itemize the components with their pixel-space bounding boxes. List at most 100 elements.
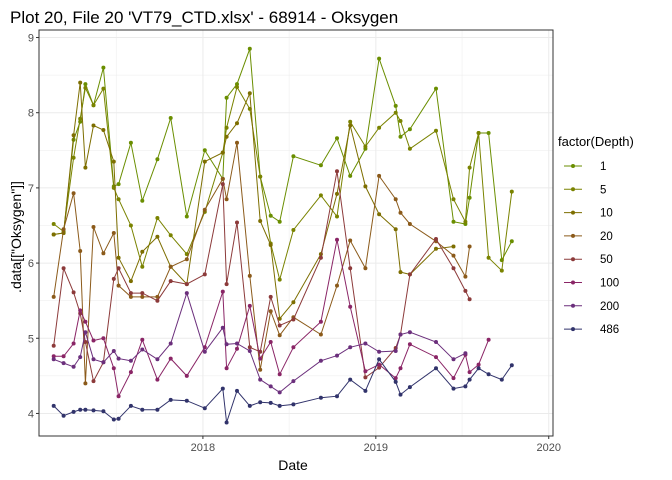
chart-title: Plot 20, File 20 'VT79_CTD.xlsx' - 68914… [10,8,398,27]
data-point [247,91,252,96]
y-axis-title: .data[["Oksygen"]] [8,181,24,293]
data-point [348,266,353,271]
data-point [476,131,481,135]
data-point [335,394,339,399]
data-point [116,394,121,399]
data-point [451,376,456,381]
data-point [451,386,456,391]
data-point [91,103,96,108]
data-point [467,297,472,302]
data-point [51,294,56,299]
data-point [202,159,207,164]
data-point [268,340,273,344]
data-point [155,234,160,239]
data-point [318,395,323,400]
legend-key-point [571,303,575,308]
data-point [247,273,252,278]
data-point [83,340,88,344]
data-point [101,251,106,256]
data-point [348,119,353,124]
data-point [335,191,339,196]
data-point [398,366,403,371]
x-tick-label: 2020 [536,442,560,454]
data-point [91,408,96,413]
legend-label: 486 [600,324,619,336]
data-point [184,291,189,296]
data-point [61,361,66,366]
data-point [377,349,382,354]
data-point [83,319,88,324]
data-point [202,207,207,212]
data-point [83,381,88,386]
data-point [451,357,456,362]
data-point [128,403,133,408]
data-point [398,210,403,215]
data-point [247,46,252,51]
data-point [407,385,412,390]
data-point [377,56,382,61]
legend-key-point [571,164,575,168]
legend-label: 20 [600,231,613,243]
data-point [91,357,96,362]
data-point [101,86,106,91]
legend-key-point [571,233,575,238]
data-point [486,372,491,377]
data-point [335,136,339,141]
data-point [51,357,56,362]
data-point [128,223,133,228]
data-point [101,360,106,365]
data-point [224,134,229,139]
data-point [467,244,472,249]
data-point [335,283,339,288]
data-point [202,272,207,277]
legend: factor(Depth) 1 5 10 20 50 100 200 486 [558,134,634,336]
data-point [235,121,239,126]
data-point [101,128,106,132]
data-point [61,266,66,271]
data-point [235,220,239,225]
data-point [486,337,491,342]
data-point [348,304,353,309]
data-point [247,345,252,350]
data-point [184,282,189,287]
data-point [235,388,239,393]
data-point [155,157,160,162]
data-point [398,119,403,123]
data-point [377,212,382,217]
data-point [318,358,323,363]
data-point [393,197,398,202]
data-point [258,377,263,382]
data-point [128,140,133,145]
data-point [377,125,382,130]
data-point [291,379,296,384]
data-point [467,377,472,382]
data-point [434,355,438,360]
data-point [318,319,323,324]
panel-border [38,29,554,437]
legend-label: 1 [600,161,606,173]
data-point [235,140,239,145]
legend-label: 200 [600,301,619,313]
data-point [51,354,56,359]
data-point [335,214,339,219]
data-point [155,407,160,412]
data-point [463,288,468,293]
data-point [258,356,263,361]
data-point [78,407,83,412]
data-point [168,397,173,402]
data-point [451,197,456,202]
data-point [168,233,173,238]
data-point [155,357,160,362]
data-point [291,317,296,322]
data-point [318,255,323,260]
legend-key-point [571,210,575,215]
data-point [377,173,382,178]
data-point [83,165,88,170]
plot-panel [38,29,554,437]
data-point [318,193,323,198]
data-point [363,266,368,271]
data-point [91,338,96,343]
legend-item-20: 20 [564,231,613,243]
data-point [116,197,121,202]
